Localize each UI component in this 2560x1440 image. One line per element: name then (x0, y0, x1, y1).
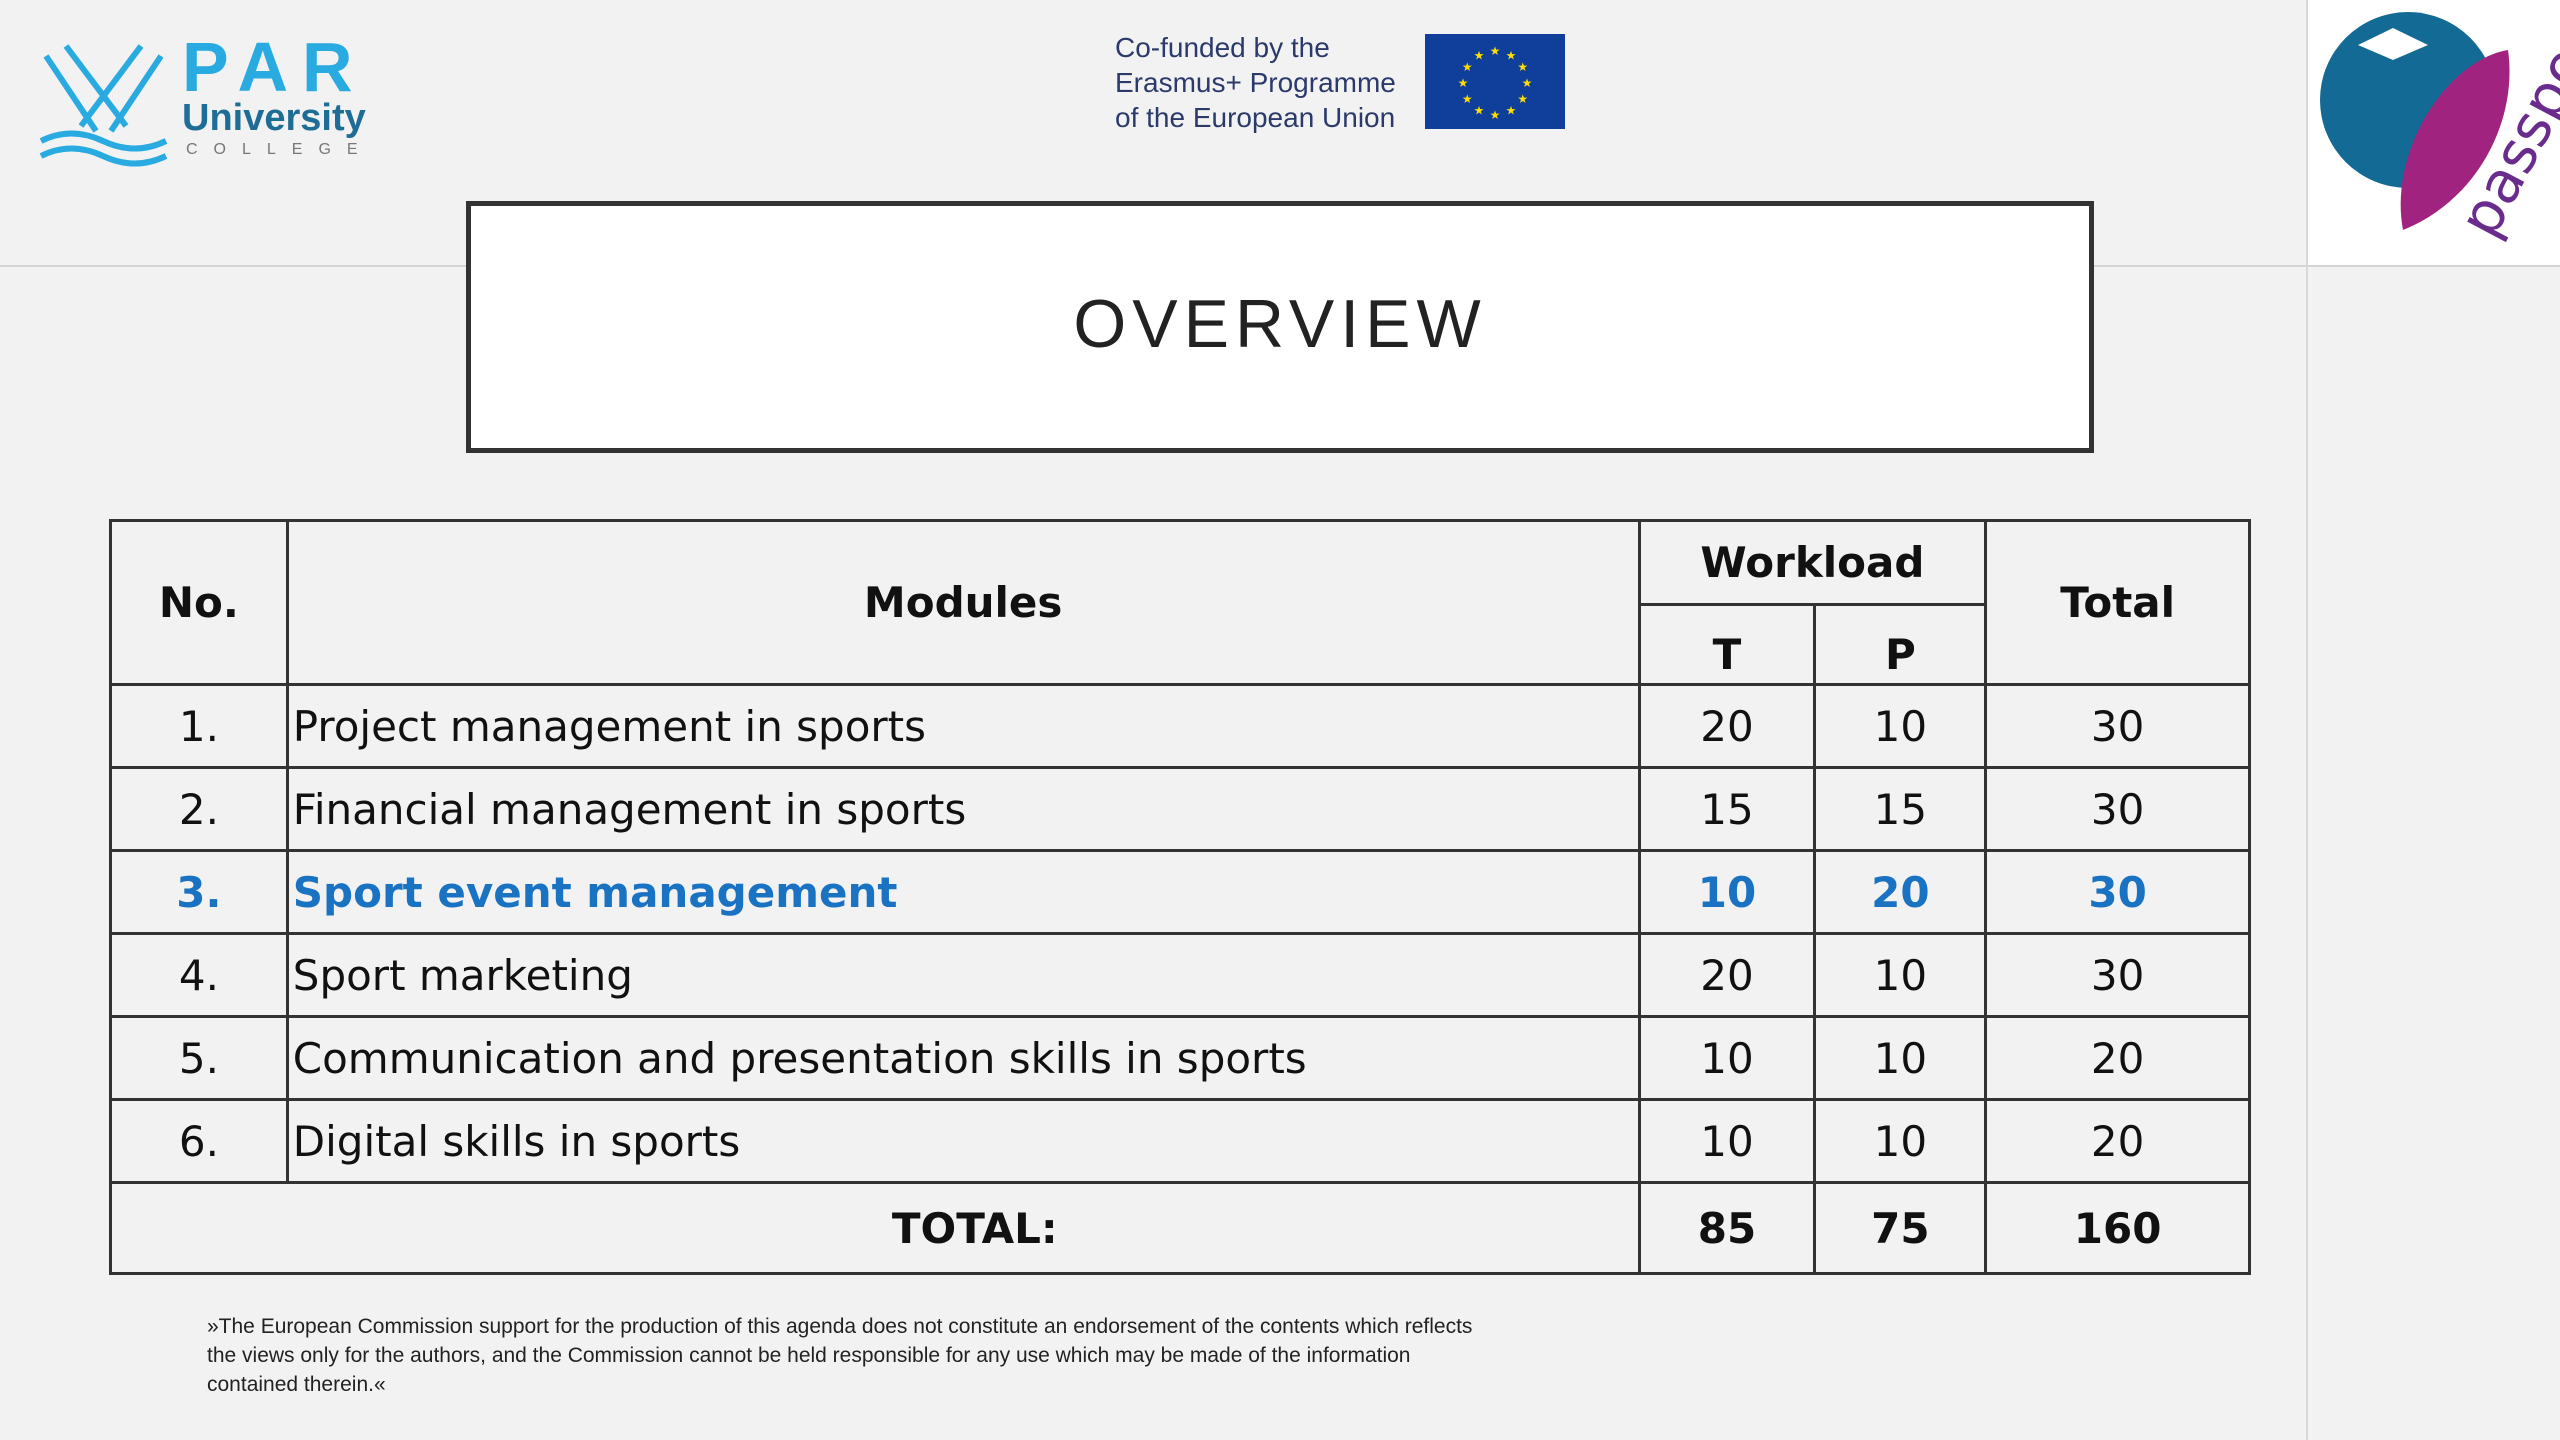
workload-p: 10 (1813, 932, 1988, 1018)
module-name: Digital skills in sports (285, 1098, 1641, 1184)
workload-p: 10 (1813, 1015, 1988, 1101)
row-total: 20 (1984, 1015, 2251, 1101)
row-total: 30 (1984, 766, 2251, 852)
eu-cofunded-text: Co-funded by the Erasmus+ Programme of t… (1115, 32, 1396, 133)
eu-star-icon: ★ (1506, 104, 1517, 118)
header-total: Total (1984, 519, 2251, 686)
par-university-logo: PAR University COLLEGE (36, 32, 376, 176)
row-number: 2. (109, 766, 289, 852)
row-total: 30 (1984, 683, 2251, 769)
disclaimer: »The European Commission support for the… (207, 1315, 1473, 1396)
row-number: 3. (109, 849, 289, 935)
eu-star-icon: ★ (1474, 48, 1485, 62)
workload-t: 20 (1637, 683, 1817, 769)
header-p: P (1813, 603, 1988, 686)
table-row: 6. Digital skills in sports 10 10 20 (109, 1098, 2251, 1184)
eu-star-icon: ★ (1462, 92, 1473, 106)
header-no: No. (109, 519, 289, 686)
table-row: 4. Sport marketing 20 10 30 (109, 932, 2251, 1018)
workload-p: 10 (1813, 1098, 1988, 1184)
total-label: TOTAL: (109, 1181, 1641, 1275)
workload-p: 10 (1813, 683, 1988, 769)
module-name: Sport event management (285, 849, 1641, 935)
row-total: 30 (1984, 932, 2251, 1018)
total-sum: 160 (1984, 1181, 2251, 1275)
workload-t: 10 (1637, 1015, 1817, 1101)
header-modules: Modules (285, 519, 1641, 686)
module-name: Project management in sports (285, 683, 1641, 769)
workload-p: 20 (1813, 849, 1988, 935)
module-name: Sport marketing (285, 932, 1641, 1018)
eu-star-icon: ★ (1490, 108, 1501, 122)
row-number: 4. (109, 932, 289, 1018)
header-workload: Workload (1637, 519, 1988, 606)
table-row: 3. Sport event management 10 20 30 (109, 849, 2251, 935)
row-number: 6. (109, 1098, 289, 1184)
row-total: 30 (1984, 849, 2251, 935)
row-number: 5. (109, 1015, 289, 1101)
table-row: 2. Financial management in sports 15 15 30 (109, 766, 2251, 852)
total-row: TOTAL: 85 75 160 (109, 1181, 2251, 1275)
row-number: 1. (109, 683, 289, 769)
header-t: T (1637, 603, 1817, 686)
module-name: Communication and presentation skills in… (285, 1015, 1641, 1101)
total-t: 85 (1637, 1181, 1817, 1275)
workload-p: 15 (1813, 766, 1988, 852)
title-box: OVERVIEW (466, 201, 2094, 453)
eu-star-icon: ★ (1506, 48, 1517, 62)
workload-t: 10 (1637, 1098, 1817, 1184)
side-divider (2306, 0, 2308, 1440)
eu-star-icon: ★ (1462, 60, 1473, 74)
module-name: Financial management in sports (285, 766, 1641, 852)
eu-star-icon: ★ (1517, 92, 1528, 106)
header-divider (2090, 265, 2560, 267)
table-row: 5. Communication and presentation skills … (109, 1015, 2251, 1101)
eu-star-icon: ★ (1522, 76, 1533, 90)
eu-star-icon: ★ (1458, 76, 1469, 90)
eu-star-icon: ★ (1517, 60, 1528, 74)
par-emblem-icon (39, 44, 168, 167)
eu-star-icon: ★ (1474, 104, 1485, 118)
workload-t: 15 (1637, 766, 1817, 852)
passport-logo: passport (2308, 0, 2560, 265)
eu-flag-icon: ★ ★ ★ ★ ★ ★ ★ ★ ★ ★ ★ ★ (1425, 34, 1565, 129)
page-title: OVERVIEW (1073, 286, 1487, 362)
eu-star-icon: ★ (1490, 44, 1501, 58)
total-p: 75 (1813, 1181, 1988, 1275)
row-total: 20 (1984, 1098, 2251, 1184)
modules-table: No. Modules Workload Total T P 1. Project… (109, 519, 2251, 1275)
header-divider (0, 265, 470, 267)
workload-t: 20 (1637, 932, 1817, 1018)
workload-t: 10 (1637, 849, 1817, 935)
table-row: 1. Project management in sports 20 10 30 (109, 683, 2251, 769)
